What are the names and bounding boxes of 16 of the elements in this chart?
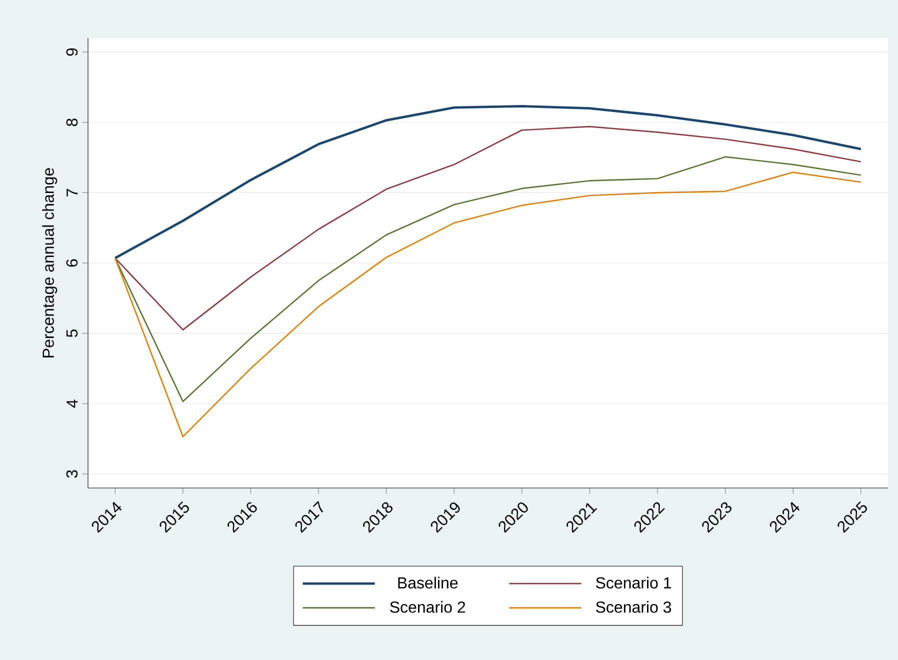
legend-label: Scenario 3: [596, 601, 672, 613]
y-tick-label: 4: [66, 400, 78, 408]
y-tick-label: 3: [66, 470, 78, 478]
legend-label: Baseline: [398, 576, 458, 589]
line-series: [114, 156, 862, 402]
line-series: [114, 126, 862, 330]
y-tick-label: 6: [66, 259, 78, 267]
y-axis-title: Percentage annual change: [42, 168, 58, 358]
line-series: [114, 172, 862, 438]
legend-label: Scenario 1: [596, 576, 671, 589]
y-tick-label: 7: [66, 189, 78, 196]
line-series: [114, 105, 862, 260]
y-tick-label: 9: [66, 48, 78, 56]
legend-label: Scenario 2: [390, 601, 466, 613]
y-tick-label: 5: [66, 330, 78, 338]
y-tick-label: 8: [66, 118, 78, 126]
